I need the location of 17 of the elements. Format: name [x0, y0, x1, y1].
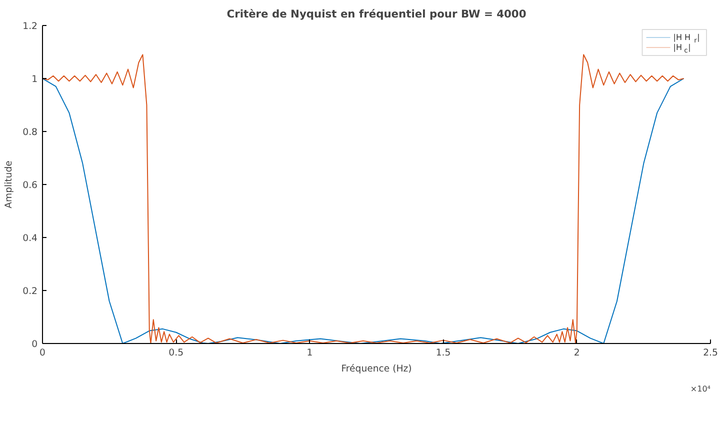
x-tick-label: 2.5 — [703, 348, 718, 358]
y-tick-label: 1 — [32, 74, 38, 85]
y-tick-label: 1.2 — [22, 21, 38, 32]
x-tick-label: 0.5 — [168, 348, 184, 358]
x-tick-label: 0 — [40, 348, 46, 358]
y-tick-label: 0.2 — [22, 286, 38, 297]
y-axis-title: Amplitude — [4, 160, 15, 208]
x-tick-label: 1.5 — [436, 348, 451, 358]
y-tick-label: 0.4 — [22, 233, 38, 244]
text: ×10⁴ — [690, 384, 711, 394]
chart-title: Critère de Nyquist en fréquentiel pour BW = 4000 — [226, 8, 526, 20]
y-tick-label: 0.6 — [22, 180, 38, 191]
y-tick-label: 0.8 — [22, 127, 38, 138]
x-tick-label: 2 — [574, 348, 580, 358]
x-tick-label: 1 — [306, 348, 313, 358]
x-axis-title: Fréquence (Hz) — [341, 364, 412, 374]
y-tick-label: 0 — [32, 339, 38, 350]
